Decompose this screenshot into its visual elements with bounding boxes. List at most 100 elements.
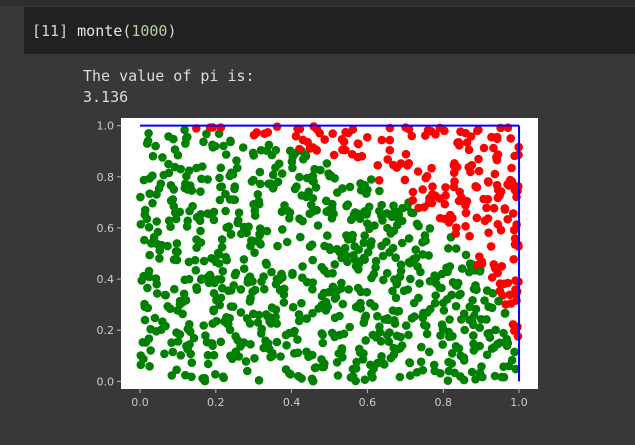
point-inside [288, 270, 297, 279]
point-inside [348, 364, 358, 374]
point-inside [317, 355, 326, 364]
point-outside [291, 131, 301, 141]
point-inside [363, 185, 372, 195]
point-inside [365, 224, 374, 233]
point-outside [509, 209, 518, 218]
point-outside [407, 131, 417, 141]
point-inside [209, 215, 219, 225]
point-inside [141, 205, 150, 215]
point-inside [430, 298, 440, 308]
point-inside [345, 182, 355, 192]
point-outside [444, 218, 454, 227]
point-inside [328, 269, 337, 278]
point-inside [364, 202, 374, 212]
point-inside [168, 347, 178, 357]
point-outside [348, 125, 358, 134]
point-inside [302, 277, 312, 287]
point-inside [401, 321, 411, 330]
point-outside [507, 163, 516, 173]
point-inside [491, 325, 500, 335]
point-inside [405, 358, 415, 368]
point-inside [296, 232, 305, 242]
point-inside [456, 289, 465, 299]
point-inside [197, 174, 206, 184]
point-inside [271, 312, 280, 322]
point-inside [418, 313, 428, 323]
point-inside [136, 220, 146, 229]
point-inside [382, 237, 391, 246]
point-inside [272, 337, 282, 347]
point-inside [475, 267, 485, 276]
point-inside [499, 328, 508, 338]
point-inside [185, 206, 194, 216]
point-outside [495, 191, 504, 200]
point-outside [474, 166, 484, 176]
point-inside [148, 198, 157, 208]
point-inside [394, 210, 404, 219]
point-inside [209, 350, 219, 360]
point-inside [180, 275, 189, 285]
point-inside [398, 203, 407, 213]
point-inside [169, 185, 179, 194]
point-inside [146, 346, 155, 355]
point-inside [143, 303, 153, 313]
point-inside [173, 306, 182, 315]
point-outside [496, 225, 506, 235]
point-inside [288, 163, 297, 173]
point-inside [216, 163, 226, 173]
point-inside [176, 164, 185, 174]
point-inside [293, 335, 302, 344]
point-inside [250, 211, 260, 220]
point-outside [506, 134, 515, 143]
point-inside [324, 287, 334, 297]
point-inside [268, 170, 278, 180]
point-inside [226, 136, 235, 146]
point-inside [323, 231, 332, 240]
point-outside [489, 143, 498, 153]
code-cell-input[interactable]: [11] monte(1000) [24, 7, 635, 54]
point-inside [182, 171, 191, 181]
point-inside [245, 297, 255, 306]
point-outside [492, 180, 502, 190]
point-outside [482, 203, 491, 213]
point-inside [294, 310, 304, 319]
point-inside [304, 187, 313, 196]
point-inside [418, 238, 427, 247]
point-inside [195, 216, 205, 225]
point-inside [167, 371, 177, 380]
point-outside [341, 145, 350, 155]
point-inside [482, 350, 492, 360]
point-inside [424, 347, 434, 357]
point-inside [317, 329, 327, 338]
point-inside [335, 330, 344, 340]
point-inside [221, 150, 231, 159]
point-inside [293, 348, 303, 357]
y-tick-label: 0.4 [97, 273, 115, 286]
point-inside [183, 132, 192, 142]
point-inside [354, 301, 363, 310]
y-tick-label: 1.0 [97, 120, 115, 133]
point-inside [405, 258, 415, 268]
point-inside [203, 359, 213, 369]
point-inside [388, 306, 398, 315]
point-outside [489, 260, 499, 269]
point-inside [217, 235, 227, 244]
point-inside [253, 318, 263, 327]
point-inside [234, 352, 244, 361]
point-inside [439, 298, 448, 308]
point-inside [187, 372, 196, 382]
point-inside [231, 332, 240, 341]
point-inside [350, 242, 359, 251]
point-inside [322, 207, 331, 216]
point-outside [490, 169, 500, 179]
point-inside [236, 308, 246, 317]
point-outside [440, 199, 450, 209]
point-inside [184, 257, 194, 267]
point-inside [299, 154, 308, 164]
point-inside [255, 229, 264, 239]
point-outside [320, 135, 329, 144]
point-inside [196, 226, 205, 236]
point-outside [428, 182, 437, 191]
point-inside [448, 331, 457, 341]
point-inside [403, 285, 413, 294]
